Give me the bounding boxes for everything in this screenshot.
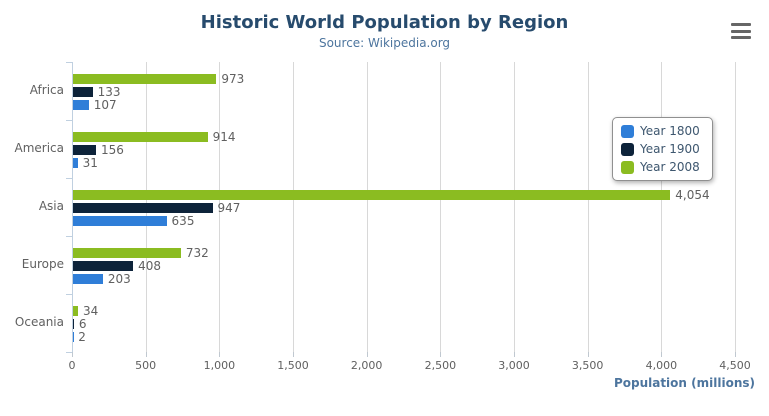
data-label-year-1800-europe: 203 (107, 272, 131, 286)
x-axis-tick (587, 352, 589, 357)
gridline (735, 62, 736, 352)
x-axis-tick (293, 352, 294, 357)
data-label-year-1800-africa: 107 (93, 98, 117, 112)
legend-swatch-icon (621, 160, 634, 174)
data-label-year-1800-oceania: 2 (78, 330, 86, 344)
bar-year-1900-america[interactable] (73, 145, 96, 155)
x-axis-tick-label: 2,000 (350, 359, 383, 372)
bar-year-1800-europe[interactable] (73, 274, 103, 284)
gridline (514, 62, 515, 352)
data-label-year-1800-asia: 635 (171, 214, 195, 228)
y-axis-tick (66, 178, 72, 179)
data-label-year-2008-europe: 732 (185, 246, 209, 260)
data-label-year-2008-america: 914 (212, 130, 236, 144)
bar-year-1900-asia[interactable] (73, 203, 213, 213)
gridline (587, 62, 589, 352)
y-axis-line (72, 62, 73, 352)
bar-year-1800-africa[interactable] (73, 100, 89, 110)
legend-item-year-2008[interactable]: Year 2008 (621, 160, 704, 174)
x-axis-tick (219, 352, 221, 357)
data-label-year-2008-asia: 4,054 (675, 188, 710, 202)
x-axis-tick-label: 3,500 (571, 359, 604, 372)
y-axis-tick (66, 352, 72, 353)
data-label-year-1900-america: 156 (100, 143, 124, 157)
gridline (219, 62, 221, 352)
category-label-africa: Africa (29, 83, 64, 97)
bar-year-2008-america[interactable] (73, 132, 208, 142)
bar-year-1800-asia[interactable] (73, 216, 167, 226)
x-axis-tick (145, 352, 147, 357)
y-axis-tick (66, 294, 72, 295)
legend-label: Year 1900 (640, 142, 700, 156)
bar-year-1900-africa[interactable] (73, 87, 93, 97)
gridline (366, 62, 368, 352)
x-axis-tick-label: 500 (135, 359, 157, 372)
x-axis-tick-label: 1,500 (277, 359, 309, 372)
y-axis-tick (66, 62, 72, 63)
x-axis-tick (514, 352, 515, 357)
bar-year-2008-oceania[interactable] (73, 306, 78, 316)
bar-year-2008-africa[interactable] (73, 74, 217, 84)
x-axis-tick-label: 0 (68, 359, 76, 372)
bar-year-2008-europe[interactable] (73, 248, 181, 258)
data-label-year-1900-asia: 947 (217, 201, 241, 215)
data-label-year-2008-africa: 973 (221, 72, 245, 86)
x-axis-tick-label: 3,000 (498, 359, 530, 372)
x-axis-tick-label: 1,000 (203, 359, 236, 372)
hamburger-menu-icon (731, 36, 751, 39)
chart-subtitle: Source: Wikipedia.org (318, 36, 451, 50)
gridline (293, 62, 294, 352)
x-axis-tick-label: 4,000 (645, 359, 678, 372)
bar-year-1900-europe[interactable] (73, 261, 134, 271)
hamburger-menu-icon (731, 23, 751, 26)
legend-swatch-icon (621, 142, 634, 156)
bar-year-2008-asia[interactable] (73, 190, 671, 200)
x-axis-tick (735, 352, 736, 357)
chart-title: Historic World Population by Region (200, 12, 569, 33)
export-menu-button[interactable] (731, 23, 751, 39)
x-axis-tick-label: 2,500 (424, 359, 457, 372)
x-axis-tick-label: 4,500 (719, 359, 751, 372)
data-label-year-1900-europe: 408 (138, 259, 162, 273)
x-axis-tick (661, 352, 663, 357)
category-label-asia: Asia (38, 199, 64, 213)
gridline (661, 62, 663, 352)
x-axis-tick (440, 352, 442, 357)
data-label-year-1800-america: 31 (82, 156, 98, 170)
legend-label: Year 1800 (640, 124, 700, 138)
legend-label: Year 2008 (640, 160, 700, 174)
y-axis-tick (66, 236, 72, 237)
data-label-year-1900-africa: 133 (97, 85, 121, 99)
bar-year-1900-oceania[interactable] (73, 319, 74, 329)
legend-item-year-1800[interactable]: Year 1800 (621, 124, 704, 138)
data-label-year-2008-oceania: 34 (83, 304, 99, 318)
legend: Year 1800 Year 1900 Year 2008 (612, 117, 713, 181)
x-axis-tick (366, 352, 368, 357)
data-label-year-1900-oceania: 6 (78, 317, 87, 331)
legend-swatch-icon (621, 124, 634, 138)
x-axis-tick (72, 352, 73, 357)
hamburger-menu-icon (731, 29, 751, 33)
gridline (440, 62, 442, 352)
y-axis-tick (66, 120, 72, 121)
category-label-oceania: Oceania (14, 315, 64, 329)
bar-year-1800-america[interactable] (73, 158, 78, 168)
x-axis-title: Population (millions) (613, 376, 755, 390)
category-label-america: America (14, 141, 65, 155)
legend-item-year-1900[interactable]: Year 1900 (621, 142, 704, 156)
category-label-europe: Europe (21, 257, 64, 271)
